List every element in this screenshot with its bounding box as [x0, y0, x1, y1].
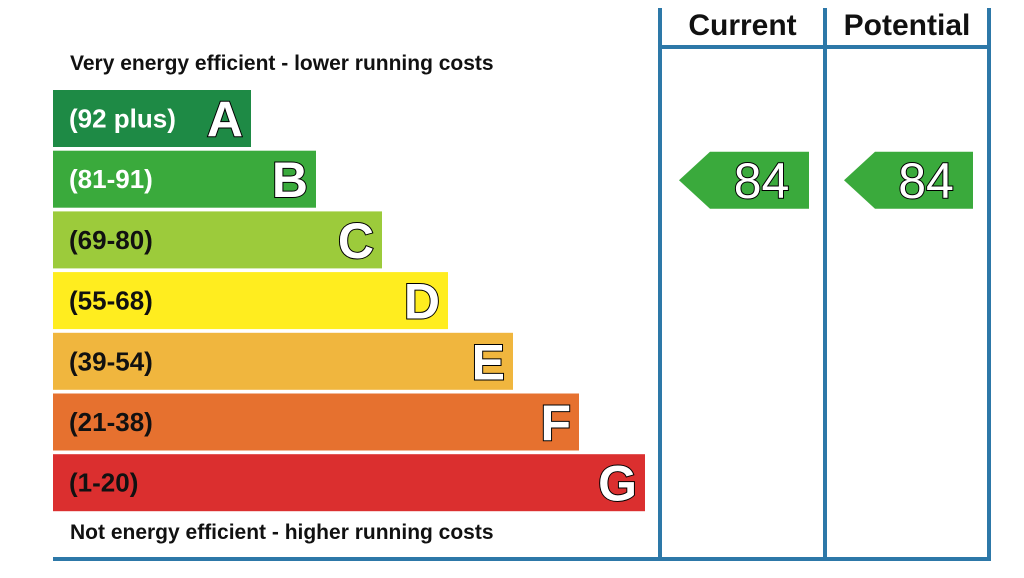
bottom-caption: Not energy efficient - higher running co…	[70, 521, 494, 544]
band-d: (55-68) D	[53, 272, 448, 331]
rating-value: 84	[898, 153, 954, 209]
band-e: (39-54) E	[53, 332, 513, 391]
band-c: (69-80) C	[53, 211, 382, 270]
column-potential: Potential 84	[844, 9, 973, 210]
chart-frame	[53, 8, 991, 561]
band-range-label: (81-91)	[69, 164, 153, 194]
band-range-label: (92 plus)	[69, 104, 176, 134]
band-b: (81-91) B	[53, 150, 316, 209]
column-current: Current 84	[679, 9, 809, 210]
rating-arrow	[844, 151, 973, 209]
band-bar-g	[53, 454, 645, 512]
rating-bands: (92 plus) A(81-91) B(69-80) C(55-68) D(39-54…	[53, 90, 645, 513]
band-range-label: (69-80)	[69, 225, 153, 255]
band-bar-d	[53, 272, 448, 330]
rating-value: 84	[734, 153, 790, 209]
band-letter: E	[472, 334, 505, 390]
band-letter: D	[404, 274, 440, 330]
band-range-label: (39-54)	[69, 346, 153, 376]
band-letter: F	[540, 395, 571, 451]
band-f: (21-38) F	[53, 393, 579, 452]
band-bar-e	[53, 332, 513, 390]
band-bar-a	[53, 90, 251, 147]
band-range-label: (55-68)	[69, 286, 153, 316]
band-bar-f	[53, 393, 579, 451]
column-header: Potential	[844, 9, 971, 42]
band-bar-c	[53, 211, 382, 269]
band-letter: C	[338, 213, 374, 269]
band-g: (1-20) G	[53, 454, 645, 513]
band-letter: A	[207, 92, 243, 148]
band-range-label: (1-20)	[69, 468, 138, 498]
band-a: (92 plus) A	[53, 90, 251, 149]
column-header: Current	[688, 9, 796, 42]
band-bar-b	[53, 150, 316, 208]
rating-columns: Current 84 Potential 84	[679, 9, 973, 210]
band-range-label: (21-38)	[69, 407, 153, 437]
rating-arrow	[679, 151, 809, 209]
band-letter: B	[272, 152, 308, 208]
band-letter: G	[598, 456, 637, 512]
top-caption: Very energy efficient - lower running co…	[70, 52, 494, 75]
